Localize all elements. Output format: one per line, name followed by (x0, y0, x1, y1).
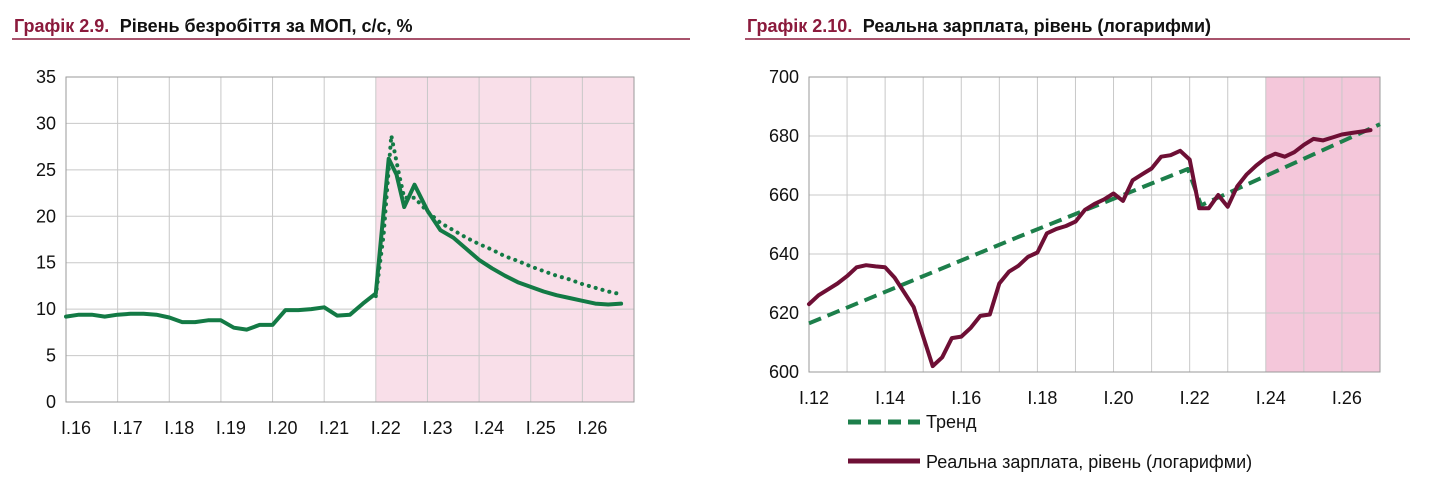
y-tick-label: 20 (36, 206, 56, 226)
x-tick-label: I.18 (164, 418, 194, 438)
x-tick-label: I.23 (422, 418, 452, 438)
x-tick-label: I.17 (113, 418, 143, 438)
real-wage-series-line (807, 128, 1373, 369)
forecast-shade (375, 77, 634, 402)
y-tick-label: 0 (46, 392, 56, 412)
x-tick-label: I.16 (951, 388, 981, 408)
x-tick-label: I.19 (216, 418, 246, 438)
x-tick-label: I.22 (1180, 388, 1210, 408)
real-wage-chart: 600 620 640 660 680 700 I.12 I.14 I.16 I.18 I.20 I.… (769, 67, 1381, 408)
y-tick-label: 35 (36, 67, 56, 87)
x-tick-label: I.12 (799, 388, 829, 408)
y-tick-label: 700 (769, 67, 799, 87)
legend: Тренд Реальна зарплата, рівень (логарифм… (848, 412, 1252, 472)
chart-title-number-right: Графік 2.10. (747, 16, 852, 36)
unemployment-series-dotted (373, 133, 624, 299)
chart-title-number-left: Графік 2.9. (14, 16, 109, 36)
x-tick-label: I.24 (1256, 388, 1286, 408)
x-tick-label: I.26 (1332, 388, 1362, 408)
y-tick-label: 680 (769, 126, 799, 146)
x-tick-label: I.20 (268, 418, 298, 438)
x-tick-label: I.21 (319, 418, 349, 438)
y-tick-label: 25 (36, 160, 56, 180)
y-tick-label: 5 (46, 346, 56, 366)
y-tick-label: 620 (769, 303, 799, 323)
y-tick-label: 640 (769, 244, 799, 264)
y-tick-label: 660 (769, 185, 799, 205)
forecast-shade (1265, 77, 1380, 372)
y-tick-label: 15 (36, 253, 56, 273)
x-tick-label: I.24 (474, 418, 504, 438)
x-tick-label: I.14 (875, 388, 905, 408)
x-tick-label: I.20 (1104, 388, 1134, 408)
legend-trend-label: Тренд (926, 412, 977, 432)
chart-title-left: Графік 2.9. Рівень безробіття за МОП, с/… (14, 16, 413, 36)
plot-frame (65, 76, 635, 403)
x-tick-label: I.16 (61, 418, 91, 438)
plot-frame (808, 76, 1381, 373)
y-tick-label: 10 (36, 299, 56, 319)
chart-title-text-left: Рівень безробіття за МОП, с/с, % (120, 16, 413, 36)
x-tick-label: I.18 (1027, 388, 1057, 408)
trend-series-line (808, 122, 1381, 326)
chart-title-text-right: Реальна зарплата, рівень (логарифми) (863, 16, 1211, 36)
y-tick-label: 600 (769, 362, 799, 382)
y-tick-label: 30 (36, 113, 56, 133)
legend-wage-label: Реальна зарплата, рівень (логарифми) (926, 452, 1252, 472)
unemployment-series-line (64, 156, 624, 332)
unemployment-chart: 0 5 10 15 20 25 30 35 I.16 I.17 I.18 I.19 I.20 I.21 I.… (36, 67, 635, 438)
chart-title-right: Графік 2.10. Реальна зарплата, рівень (л… (747, 16, 1211, 36)
x-tick-label: I.25 (526, 418, 556, 438)
x-tick-label: I.22 (371, 418, 401, 438)
x-tick-label: I.26 (577, 418, 607, 438)
